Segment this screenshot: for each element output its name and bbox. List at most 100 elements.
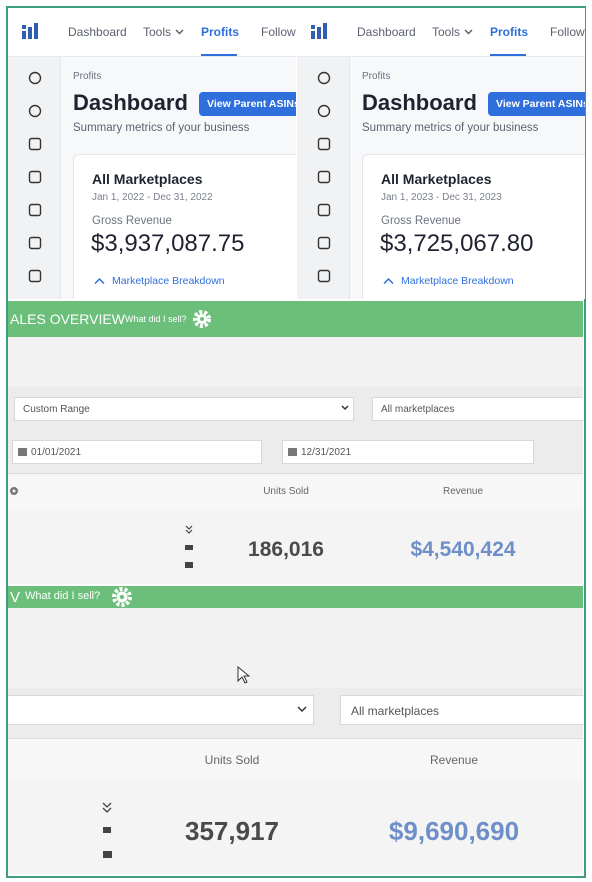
start-text: 01/01/2021 [31, 447, 82, 458]
column-header[interactable]: Revenue [442, 486, 484, 497]
breakdown-link[interactable]: Marketplace Breakdown [112, 275, 225, 287]
breakdown-link[interactable]: Marketplace Breakdown [401, 275, 514, 287]
logo[interactable] [311, 23, 331, 39]
spacer [8, 337, 583, 387]
sidebar-icon[interactable] [317, 203, 331, 217]
chevron-up [383, 277, 394, 285]
calendar-icon [288, 448, 297, 456]
gear-icon[interactable] [111, 586, 133, 608]
table-row: 186,016 $4,540,424 [8, 510, 583, 584]
nav-item[interactable]: Dashboard [357, 25, 416, 39]
table-header: Units Sold Revenue [8, 473, 583, 511]
spacer [8, 608, 583, 688]
nav-item[interactable]: Follow- [261, 25, 296, 39]
metric-label: Gross Revenue [381, 215, 461, 227]
sidebar-icon[interactable] [317, 104, 331, 118]
sidebar [297, 57, 350, 299]
card-title: All Marketplaces [92, 171, 203, 187]
end-date[interactable]: 12/31/2021 [282, 440, 534, 464]
chevron [464, 29, 473, 35]
sidebar-icon[interactable] [317, 236, 331, 250]
heading: Dashboard [362, 90, 477, 115]
frame [6, 6, 586, 878]
summary-card: All Marketplaces Jan 1, 2022 - Dec 31, 2… [73, 154, 296, 299]
sidebar-icon[interactable] [28, 137, 42, 151]
metric-value: $3,937,087.75 [91, 230, 245, 257]
heading: Dashboard [73, 90, 188, 115]
end-text: 12/31/2021 [301, 447, 352, 458]
column-header[interactable]: Units Sold [263, 486, 309, 497]
nav-item[interactable]: Tools [143, 25, 172, 39]
nav-bar: Dashboard Tools Profits Follow- [297, 8, 585, 57]
range-text: Custom Range [23, 404, 90, 415]
marketplace-text: All marketplaces [351, 704, 440, 718]
subtitle: Summary metrics of your business [362, 122, 539, 134]
nav-item[interactable]: Dashboard [68, 25, 127, 39]
range-select[interactable] [8, 695, 314, 725]
sidebar-icon[interactable] [317, 71, 331, 85]
column-header[interactable]: Units Sold [204, 753, 260, 767]
units-sold: 357,917 [185, 816, 279, 846]
parent-asins-button[interactable]: View Parent ASINs [199, 92, 296, 116]
sidebar-icon[interactable] [317, 269, 331, 283]
title: V [10, 589, 21, 606]
help-link[interactable]: What did I sell? [25, 590, 101, 602]
sales-overview-2021: ALES OVERVIEW What did I sell? Custom Ra… [8, 301, 583, 584]
start-date[interactable]: 01/01/2021 [12, 440, 262, 464]
gear-icon[interactable] [9, 486, 19, 496]
marketplace-text: All marketplaces [381, 404, 455, 415]
nav-item[interactable]: Profits [490, 25, 529, 39]
row-icons[interactable] [100, 801, 114, 863]
table-header: Units Sold Revenue [8, 738, 583, 782]
chevron [297, 706, 307, 713]
metric-value: $3,725,067.80 [380, 230, 534, 257]
dashboard-panel: Dashboard Tools Profits Follow- Profits Das… [297, 8, 585, 299]
range-select[interactable]: Custom Range [14, 397, 354, 421]
summary-card: All Marketplaces Jan 1, 2023 - Dec 31, 2… [362, 154, 585, 299]
gear-icon[interactable] [192, 309, 212, 329]
logo[interactable] [22, 23, 42, 39]
header-bar: ALES OVERVIEW What did I sell? [8, 301, 583, 337]
nav-item[interactable]: Tools [432, 25, 461, 39]
help-link[interactable]: What did I sell? [125, 314, 187, 324]
date-range: Jan 1, 2022 - Dec 31, 2022 [92, 192, 213, 203]
sidebar-icon[interactable] [317, 137, 331, 151]
title: ALES OVERVIEW [10, 311, 125, 327]
sidebar-icon[interactable] [28, 170, 42, 184]
active-underline [201, 54, 237, 56]
sidebar-icon[interactable] [28, 71, 42, 85]
nav-bar: Dashboard Tools Profits Follow- [8, 8, 296, 57]
chevron [175, 29, 184, 35]
row-icons[interactable] [183, 524, 195, 574]
sidebar-icon[interactable] [28, 104, 42, 118]
dashboard-panel: Dashboard Tools Profits Follow- Profits Das… [8, 8, 296, 299]
table-row: 357,917 $9,690,690 [8, 781, 583, 874]
sidebar-icon[interactable] [28, 203, 42, 217]
nav-item[interactable]: Profits [201, 25, 240, 39]
card-title: All Marketplaces [381, 171, 492, 187]
chevron-up [94, 277, 105, 285]
sidebar [8, 57, 61, 299]
header-bar: V What did I sell? [8, 586, 583, 608]
column-header[interactable]: Revenue [429, 753, 479, 767]
active-underline [490, 54, 526, 56]
units-sold: 186,016 [248, 538, 324, 561]
subtitle: Summary metrics of your business [73, 122, 250, 134]
calendar-icon [18, 448, 27, 456]
marketplace-select[interactable]: All marketplaces [340, 695, 583, 725]
date-range: Jan 1, 2023 - Dec 31, 2023 [381, 192, 502, 203]
sidebar-icon[interactable] [28, 236, 42, 250]
breadcrumb: Profits [362, 71, 391, 82]
revenue: $4,540,424 [410, 538, 516, 561]
marketplace-select[interactable]: All marketplaces [372, 397, 583, 421]
breadcrumb: Profits [73, 71, 102, 82]
nav-item[interactable]: Follow- [550, 25, 585, 39]
parent-asins-button[interactable]: View Parent ASINs [488, 92, 585, 116]
chevron [341, 405, 349, 411]
revenue: $9,690,690 [388, 816, 520, 846]
metric-label: Gross Revenue [92, 215, 172, 227]
sidebar-icon[interactable] [317, 170, 331, 184]
sidebar-icon[interactable] [28, 269, 42, 283]
cursor [237, 666, 251, 684]
